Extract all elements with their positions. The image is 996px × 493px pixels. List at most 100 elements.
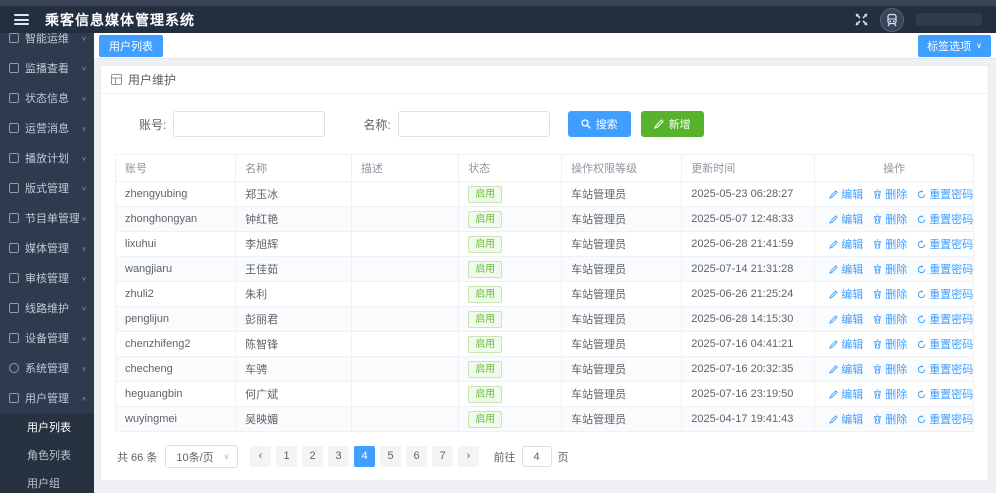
edit-button[interactable]: 编辑 xyxy=(829,361,863,377)
sidebar-item-audit-mgmt[interactable]: 审核管理 ∨ xyxy=(0,263,94,293)
sidebar-item-status-info[interactable]: 状态信息 ∨ xyxy=(0,83,94,113)
sidebar-item-monitor-view[interactable]: 监播查看 ∨ xyxy=(0,53,94,83)
status-badge: 启用 xyxy=(468,185,503,203)
cell-name: 何广斌 xyxy=(235,381,352,407)
cell-desc xyxy=(350,181,460,207)
sidebar-item-layout-mgmt[interactable]: 版式管理 ∨ xyxy=(0,173,94,203)
delete-button[interactable]: 删除 xyxy=(873,211,907,227)
content-card: 用户维护 账号: 名称: 搜索 新增 xyxy=(100,65,989,481)
sidebar-item-line-maintenance[interactable]: 线路维护 ∨ xyxy=(0,293,94,323)
reset-password-button[interactable]: 重置密码 xyxy=(917,211,973,227)
reset-password-button[interactable]: 重置密码 xyxy=(917,186,973,202)
edit-button[interactable]: 编辑 xyxy=(829,411,863,427)
reset-password-button[interactable]: 重置密码 xyxy=(917,236,973,252)
cell-desc xyxy=(350,381,460,407)
cell-updated: 2025-07-16 23:19:50 xyxy=(681,381,816,407)
pager-page-4[interactable]: 4 xyxy=(354,446,376,467)
cell-actions: 编辑 删除 重置密码 xyxy=(814,331,974,357)
playlist-icon xyxy=(9,213,19,223)
pager-page-7[interactable]: 7 xyxy=(432,446,454,467)
delete-button[interactable]: 删除 xyxy=(873,311,907,327)
delete-button[interactable]: 删除 xyxy=(873,411,907,427)
delete-button[interactable]: 删除 xyxy=(873,386,907,402)
name-label: 名称: xyxy=(363,117,391,132)
reset-password-button[interactable]: 重置密码 xyxy=(917,261,973,277)
account-label: 账号: xyxy=(139,117,167,132)
hamburger-menu-icon[interactable] xyxy=(14,14,29,25)
sidebar-item-system-mgmt[interactable]: 系统管理 ∨ xyxy=(0,353,94,383)
reset-password-button[interactable]: 重置密码 xyxy=(917,286,973,302)
edit-button[interactable]: 编辑 xyxy=(829,211,863,227)
sidebar-item-smart-ops[interactable]: 智能运维 ∨ xyxy=(0,33,94,53)
sidebar-item-playlist-mgmt[interactable]: 节目单管理 ∨ xyxy=(0,203,94,233)
sidebar-item-media-mgmt[interactable]: 媒体管理 ∨ xyxy=(0,233,94,263)
pager-page-2[interactable]: 2 xyxy=(302,446,324,467)
edit-button[interactable]: 编辑 xyxy=(829,336,863,352)
message-icon xyxy=(9,123,19,133)
cell-updated: 2025-04-17 19:41:43 xyxy=(681,406,816,432)
tab-bar: 用户列表 标签选项 ∨ xyxy=(94,33,996,59)
cell-desc xyxy=(350,281,460,307)
username-redacted[interactable] xyxy=(916,13,982,26)
edit-icon xyxy=(829,190,838,199)
page-size-select[interactable]: 10条/页 ∨ xyxy=(165,445,238,468)
delete-button[interactable]: 删除 xyxy=(873,261,907,277)
delete-icon xyxy=(874,339,882,349)
reset-icon xyxy=(918,389,926,398)
pager-page-5[interactable]: 5 xyxy=(380,446,402,467)
reset-password-button[interactable]: 重置密码 xyxy=(917,311,973,327)
pager-prev-button[interactable]: ‹ xyxy=(250,446,272,467)
sidebar-item-device-mgmt[interactable]: 设备管理 ∨ xyxy=(0,323,94,353)
pager-page-1[interactable]: 1 xyxy=(276,446,298,467)
sidebar-subitem-role-list[interactable]: 角色列表 xyxy=(27,450,71,462)
pager-page-6[interactable]: 6 xyxy=(406,446,428,467)
tag-options-button[interactable]: 标签选项 ∨ xyxy=(918,34,991,57)
sidebar-item-operation-message[interactable]: 运营消息 ∨ xyxy=(0,113,94,143)
search-button[interactable]: 搜索 xyxy=(567,111,631,137)
table-row: zhengyubing 郑玉冰 启用 车站管理员 2025-05-23 06:28:27… xyxy=(114,181,974,207)
sidebar-subitem-user-group[interactable]: 用户组 xyxy=(27,478,60,490)
delete-button[interactable]: 删除 xyxy=(873,336,907,352)
edit-icon xyxy=(829,415,838,424)
edit-button[interactable]: 编辑 xyxy=(829,386,863,402)
delete-button[interactable]: 删除 xyxy=(873,361,907,377)
route-icon xyxy=(9,303,19,313)
sidebar-item-play-plan[interactable]: 播放计划 ∨ xyxy=(0,143,94,173)
delete-button[interactable]: 删除 xyxy=(873,286,907,302)
edit-button[interactable]: 编辑 xyxy=(829,286,863,302)
reset-password-button[interactable]: 重置密码 xyxy=(917,386,973,402)
top-bar: 乘客信息媒体管理系统 xyxy=(0,0,996,33)
edit-button[interactable]: 编辑 xyxy=(829,236,863,252)
sidebar-item-user-mgmt[interactable]: 用户管理 ∧ xyxy=(0,383,94,413)
edit-button[interactable]: 编辑 xyxy=(829,311,863,327)
chevron-down-icon: ∨ xyxy=(81,34,87,42)
search-form: 账号: 名称: 搜索 新增 xyxy=(101,94,988,152)
add-button[interactable]: 新增 xyxy=(640,111,704,137)
cell-status: 启用 xyxy=(458,231,563,257)
reset-password-button[interactable]: 重置密码 xyxy=(917,361,973,377)
delete-button[interactable]: 删除 xyxy=(873,186,907,202)
goto-page-input[interactable] xyxy=(521,446,552,467)
account-input[interactable] xyxy=(173,111,326,137)
pager-page-3[interactable]: 3 xyxy=(328,446,350,467)
reset-password-button[interactable]: 重置密码 xyxy=(917,336,973,352)
status-badge: 启用 xyxy=(468,410,503,428)
name-input[interactable] xyxy=(397,111,550,137)
chevron-down-icon: ∨ xyxy=(81,334,87,342)
pager-next-button[interactable]: › xyxy=(458,446,480,467)
header-desc: 描述 xyxy=(350,154,460,182)
user-avatar[interactable] xyxy=(880,7,904,32)
edit-button[interactable]: 编辑 xyxy=(829,261,863,277)
page-unit-label: 页 xyxy=(557,451,569,464)
tab-user-list[interactable]: 用户列表 xyxy=(99,34,163,57)
edit-button[interactable]: 编辑 xyxy=(829,186,863,202)
delete-button[interactable]: 删除 xyxy=(873,236,907,252)
reset-password-button[interactable]: 重置密码 xyxy=(917,411,973,427)
cell-status: 启用 xyxy=(458,256,563,282)
sidebar-subitem-user-list[interactable]: 用户列表 xyxy=(27,422,71,434)
edit-icon xyxy=(829,240,838,249)
cell-actions: 编辑 删除 重置密码 xyxy=(814,256,974,282)
user-table-body: zhengyubing 郑玉冰 启用 车站管理员 2025-05-23 06:28:27… xyxy=(114,181,974,432)
fullscreen-icon[interactable] xyxy=(855,13,868,26)
status-badge: 启用 xyxy=(468,210,503,228)
